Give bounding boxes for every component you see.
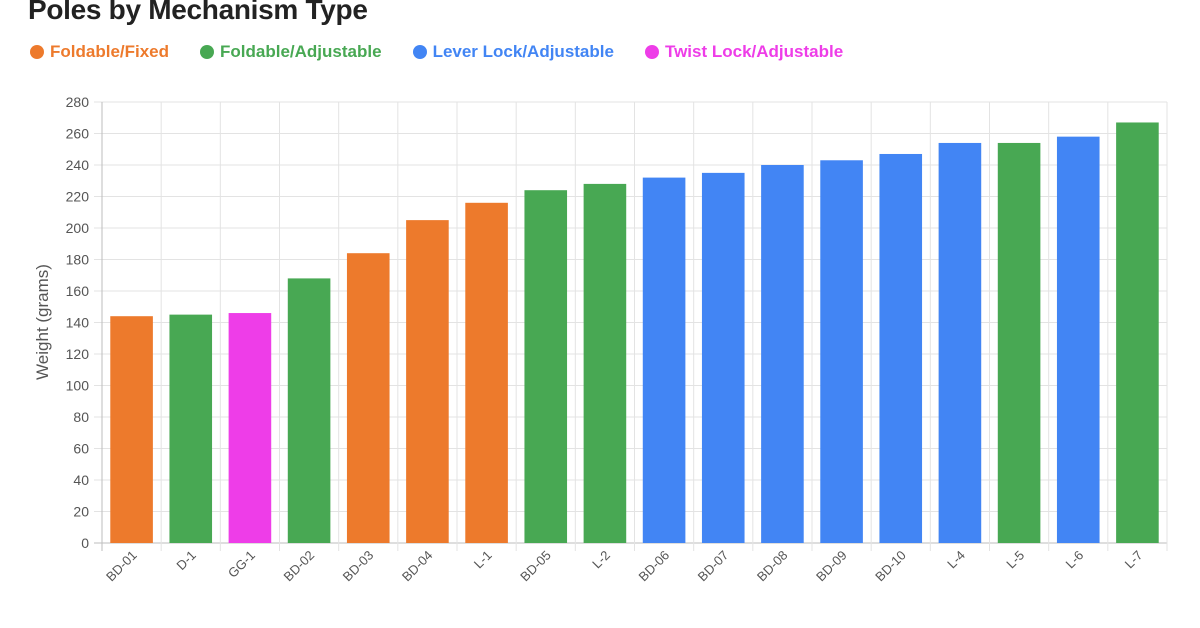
bar-d-1 bbox=[169, 314, 213, 543]
chart-legend: Foldable/Fixed Foldable/Adjustable Lever L… bbox=[30, 42, 874, 62]
x-tick-label: BD-01 bbox=[103, 548, 140, 585]
x-tick-label: L-4 bbox=[944, 548, 968, 572]
y-tick-label: 160 bbox=[66, 283, 90, 299]
legend-label: Foldable/Adjustable bbox=[220, 42, 382, 61]
legend-label: Foldable/Fixed bbox=[50, 42, 170, 61]
bar-bd-01 bbox=[110, 316, 153, 543]
y-tick-label: 280 bbox=[66, 94, 90, 110]
legend-swatch bbox=[644, 45, 659, 59]
x-tick-label: L-2 bbox=[589, 548, 613, 572]
x-tick-label: BD-02 bbox=[281, 548, 318, 585]
x-tick-label: L-7 bbox=[1122, 548, 1146, 572]
y-tick-label: 200 bbox=[66, 220, 90, 236]
y-tick-label: 180 bbox=[66, 252, 90, 268]
y-tick-label: 140 bbox=[66, 315, 90, 331]
bar-l-1 bbox=[465, 202, 508, 544]
bar-bd-09 bbox=[820, 160, 863, 543]
legend-item[interactable]: Lever Lock/Adjustable bbox=[412, 42, 614, 62]
legend-item[interactable]: Twist Lock/Adjustable bbox=[644, 42, 844, 62]
y-tick-label: 40 bbox=[73, 472, 89, 488]
bar-l-4 bbox=[938, 142, 982, 543]
x-tick-label: BD-03 bbox=[340, 548, 377, 585]
x-tick-label: BD-05 bbox=[517, 548, 554, 585]
x-tick-label: BD-09 bbox=[813, 548, 850, 585]
bar-bd-05 bbox=[524, 190, 568, 543]
x-tick-label: BD-08 bbox=[754, 548, 791, 585]
x-tick-label: L-6 bbox=[1062, 548, 1086, 572]
x-tick-label: GG-1 bbox=[225, 548, 258, 581]
y-tick-label: 120 bbox=[66, 346, 90, 362]
bar-bd-07 bbox=[701, 172, 745, 543]
bar-bd-06 bbox=[642, 177, 686, 543]
bar-bd-10 bbox=[879, 153, 923, 543]
bar-l-5 bbox=[997, 142, 1041, 543]
legend-item[interactable]: Foldable/Fixed bbox=[30, 42, 169, 62]
y-tick-label: 60 bbox=[73, 441, 89, 457]
y-axis-title: Weight (grams) bbox=[33, 264, 52, 380]
y-tick-label: 20 bbox=[73, 504, 89, 520]
bar-gg-1 bbox=[228, 313, 272, 543]
bar-bd-02 bbox=[287, 278, 331, 543]
y-tick-label: 80 bbox=[73, 409, 89, 425]
x-tick-label: BD-10 bbox=[872, 548, 909, 585]
x-tick-label: BD-07 bbox=[695, 548, 732, 585]
y-tick-label: 0 bbox=[81, 535, 89, 551]
x-tick-label: BD-06 bbox=[636, 548, 673, 585]
y-tick-label: 260 bbox=[66, 126, 90, 142]
legend-swatch bbox=[412, 45, 427, 59]
x-tick-label: BD-04 bbox=[399, 548, 436, 585]
x-tick-label: L-1 bbox=[471, 548, 495, 572]
bar-bd-08 bbox=[761, 165, 804, 543]
chart-title: Poles by Mechanism Type bbox=[28, 0, 368, 25]
bar-l-6 bbox=[1056, 136, 1100, 543]
bar-bd-04 bbox=[406, 220, 449, 543]
legend-label: Twist Lock/Adjustable bbox=[664, 42, 844, 61]
y-tick-label: 220 bbox=[66, 189, 90, 205]
legend-swatch bbox=[30, 45, 44, 59]
legend-item[interactable]: Foldable/Adjustable bbox=[200, 42, 382, 62]
y-tick-label: 100 bbox=[66, 378, 90, 394]
legend-label: Lever Lock/Adjustable bbox=[432, 42, 614, 61]
x-tick-label: L-5 bbox=[1003, 548, 1027, 572]
y-tick-label: 240 bbox=[66, 157, 90, 173]
bar-bd-03 bbox=[346, 253, 390, 543]
x-tick-label: D-1 bbox=[173, 548, 198, 573]
legend-swatch bbox=[200, 45, 215, 59]
bar-l-7 bbox=[1116, 122, 1159, 543]
bar-l-2 bbox=[583, 183, 627, 543]
